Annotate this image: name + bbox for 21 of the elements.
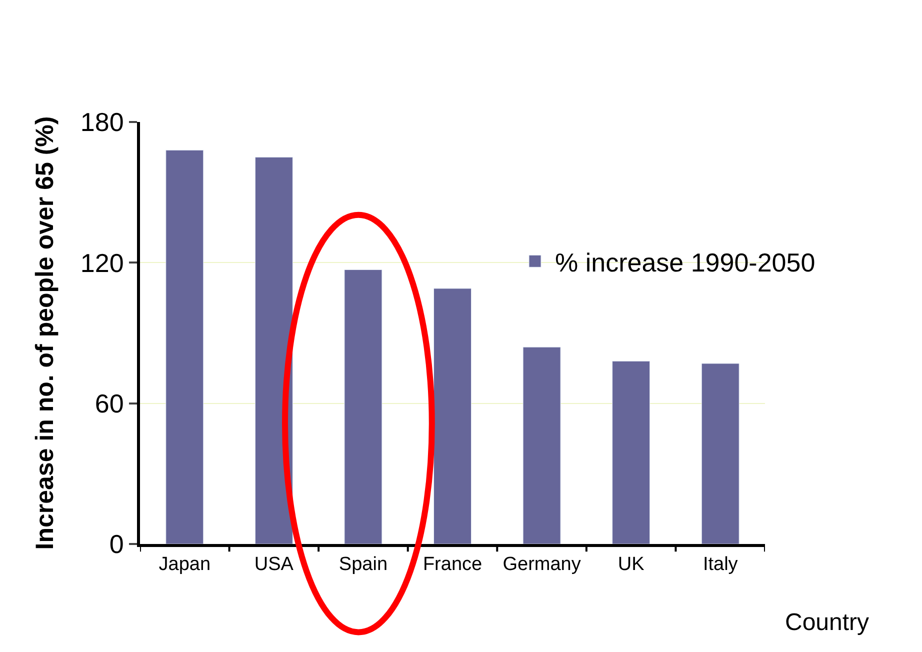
x-axis-title: Country [785,609,870,636]
x-tick-label: Germany [502,554,582,575]
x-tick-label: Spain [338,554,388,575]
y-tick-label: 60 [94,388,124,418]
bar [254,156,293,544]
x-tick-label: USA [254,554,294,575]
x-tick-label: Japan [158,554,211,575]
bar [166,150,204,544]
bar [522,346,561,544]
x-tick-label: Italy [702,554,738,575]
bar [344,269,382,544]
x-tick-label: UK [618,554,645,575]
y-axis-title: Increase in no. of people over 65 (%) [31,116,60,550]
y-tick-label: 120 [80,248,124,278]
y-tick-label: 0 [109,529,124,560]
x-tick-label: France [422,554,482,575]
y-tick-label: 180 [80,107,124,138]
bar [612,360,650,544]
legend-label: % increase 1990-2050 [555,247,816,278]
bar [434,288,472,544]
bar [701,363,740,544]
